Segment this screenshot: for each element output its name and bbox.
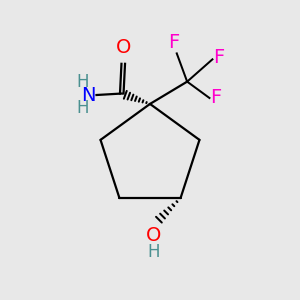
Text: O: O	[116, 38, 131, 57]
Text: N: N	[81, 85, 95, 104]
Text: F: F	[213, 48, 225, 68]
Text: F: F	[210, 88, 222, 107]
Text: H: H	[76, 99, 88, 117]
Text: F: F	[168, 33, 179, 52]
Text: H: H	[148, 244, 160, 262]
Text: O: O	[146, 226, 161, 245]
Text: H: H	[76, 73, 88, 91]
